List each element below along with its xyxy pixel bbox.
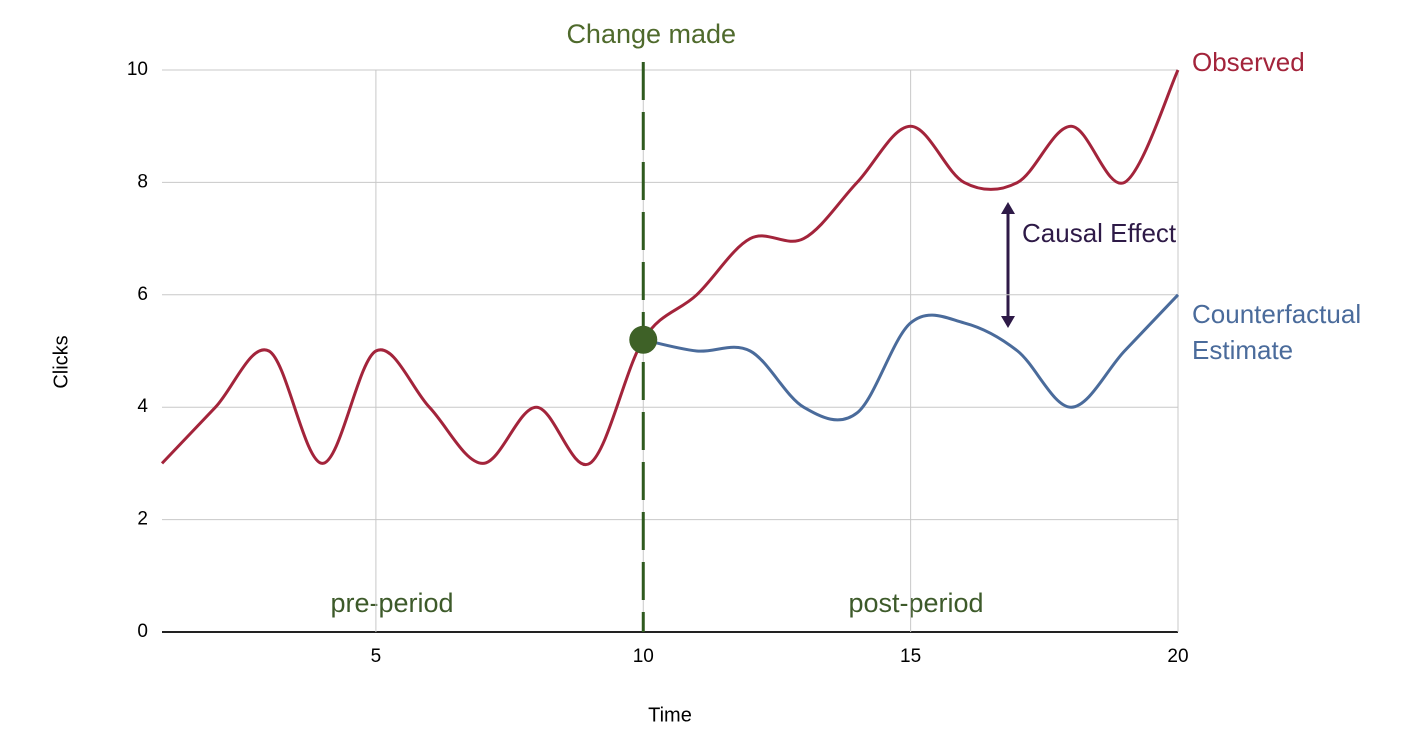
y-tick-label: 8 bbox=[137, 171, 148, 192]
y-tick-label: 10 bbox=[127, 59, 148, 80]
y-tick-label: 0 bbox=[137, 621, 148, 642]
change-point bbox=[629, 325, 658, 354]
series-line bbox=[160, 69, 1180, 467]
period-label: post-period bbox=[848, 588, 983, 618]
x-tick-label: 10 bbox=[633, 646, 654, 667]
x-tick-label: 20 bbox=[1167, 646, 1188, 667]
change-label: Change made bbox=[566, 19, 736, 49]
legend-label: Counterfactual Estimate bbox=[1192, 299, 1362, 365]
x-axis-label: Time bbox=[648, 704, 692, 726]
y-tick-label: 4 bbox=[137, 396, 148, 417]
y-axis-label: Clicks bbox=[50, 335, 72, 388]
period-label: pre-period bbox=[330, 588, 453, 618]
y-tick-label: 6 bbox=[137, 284, 148, 305]
legend-label: Observed bbox=[1192, 47, 1305, 77]
x-tick-label: 15 bbox=[900, 646, 921, 667]
effect-label: Causal Effect bbox=[1022, 218, 1177, 248]
series-line bbox=[642, 293, 1180, 422]
y-tick-label: 2 bbox=[137, 509, 148, 530]
x-tick-label: 5 bbox=[371, 646, 382, 667]
